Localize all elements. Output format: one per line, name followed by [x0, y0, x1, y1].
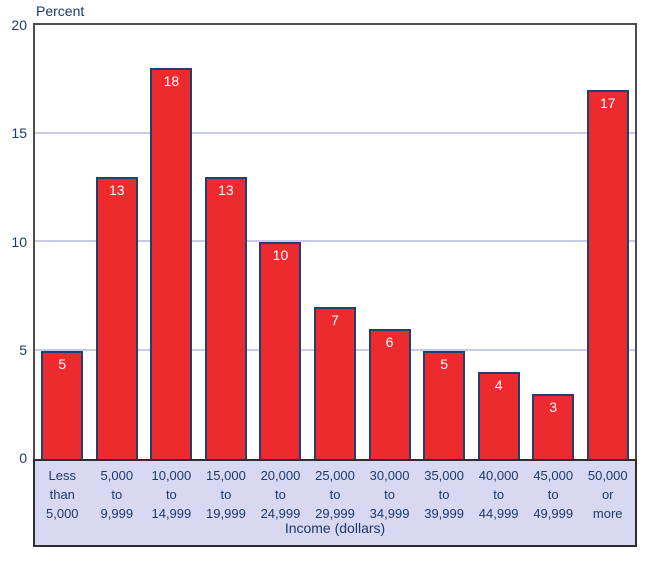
category-label-line: to: [493, 487, 505, 502]
category-label: 50,000 or more: [580, 466, 635, 523]
category-label-line: to: [547, 487, 559, 502]
y-axis-ticks: 20 15 10 5 0: [0, 17, 27, 466]
bar-value-label: 5: [58, 355, 67, 372]
category-label-line: 34,999: [369, 506, 410, 521]
bar-value-label: 6: [385, 333, 394, 350]
x-axis-panel: Less than 5,000 5,000 to 9,999 10,000 to 14,999 1…: [33, 459, 637, 547]
category-label-line: 29,999: [315, 506, 355, 521]
y-tick-label: 5: [19, 341, 27, 358]
category-label: Less than 5,000: [35, 466, 90, 523]
category-label-line: 35,000: [424, 468, 464, 483]
category-label-line: 24,999: [260, 506, 301, 521]
category-label-line: to: [275, 487, 286, 502]
category-label-line: to: [111, 487, 123, 502]
category-label-line: to: [384, 487, 395, 502]
category-label-line: more: [592, 506, 623, 521]
category-label-line: to: [220, 487, 232, 502]
bar-value-label: 18: [163, 73, 180, 90]
bar-10,000 to 14,999: 18: [150, 68, 193, 459]
category-label-line: Less: [48, 468, 76, 483]
bar-column: 13: [199, 25, 254, 459]
bar-column: 6: [362, 25, 417, 459]
bar-value-label: 7: [331, 312, 339, 329]
category-label-line: 14,999: [151, 506, 192, 521]
y-tick-label: 0: [19, 450, 27, 466]
bar-column: 10: [253, 25, 308, 459]
category-labels: Less than 5,000 5,000 to 9,999 10,000 to 14,999 1…: [35, 466, 635, 523]
bar-column: 5: [35, 25, 90, 459]
bar-value-label: 17: [599, 95, 616, 112]
x-axis-title: Income (dollars): [284, 520, 386, 536]
y-tick-label: 15: [11, 125, 27, 142]
bar-50,000 or more: 17: [586, 90, 629, 459]
category-label: 40,000 to 44,999: [471, 466, 526, 523]
category-label-line: 9,999: [100, 506, 134, 521]
category-label: 30,000 to 34,999: [362, 466, 417, 523]
category-label-line: 50,000: [587, 468, 628, 483]
bar-45,000 to 49,999: 3: [532, 393, 575, 459]
plot-inner: 5 13 18 13 10 7 6 5 4 3 17: [35, 25, 635, 459]
bar-column: 5: [417, 25, 472, 459]
category-label-line: 44,999: [478, 506, 519, 521]
bar-15,000 to 19,999: 13: [204, 176, 247, 459]
category-label-line: 39,999: [424, 506, 464, 521]
bar-column: 7: [308, 25, 363, 459]
bar-column: 17: [580, 25, 635, 459]
category-label-line: than: [49, 487, 75, 502]
y-tick-label: 10: [11, 233, 27, 250]
category-label-line: to: [329, 487, 341, 502]
bar-value-label: 10: [272, 247, 289, 263]
category-label-line: 10,000: [151, 468, 192, 483]
bar-20,000 to 24,999: 10: [259, 242, 302, 459]
category-label-line: 5,000: [46, 506, 79, 521]
category-label: 35,000 to 39,999: [417, 466, 472, 523]
bar-35,000 to 39,999: 5: [423, 350, 466, 459]
bar-value-label: 4: [494, 377, 503, 394]
bar-30,000 to 34,999: 6: [368, 328, 411, 459]
bar-40,000 to 44,999: 4: [477, 372, 520, 459]
bar-column: 13: [90, 25, 145, 459]
category-label-line: or: [601, 487, 614, 502]
category-label-line: 30,000: [369, 468, 410, 483]
category-label-line: 19,999: [206, 506, 246, 521]
category-label-line: 49,999: [533, 506, 574, 521]
bar-value-label: 13: [218, 181, 234, 198]
category-label-line: 15,000: [206, 468, 246, 483]
category-label-line: to: [438, 487, 450, 502]
bar-value-label: 13: [109, 181, 125, 198]
bars: 5 13 18 13 10 7 6 5 4 3 17: [35, 25, 635, 459]
category-label-line: 40,000: [478, 468, 519, 483]
plot-area: 5 13 18 13 10 7 6 5 4 3 17: [33, 23, 637, 459]
y-tick-label: 20: [11, 17, 27, 33]
category-label: 15,000 to 19,999: [199, 466, 254, 523]
category-label-line: 25,000: [315, 468, 355, 483]
bar-Less than 5,000: 5: [41, 350, 84, 459]
bar-25,000 to 29,999: 7: [314, 307, 356, 459]
category-label-line: 5,000: [100, 468, 134, 483]
bar-5,000 to 9,999: 13: [95, 176, 138, 459]
gridline: [35, 131, 635, 134]
bar-column: 18: [144, 25, 199, 459]
category-label: 45,000 to 49,999: [526, 466, 581, 523]
category-label: 25,000 to 29,999: [308, 466, 363, 523]
category-label: 5,000 to 9,999: [90, 466, 145, 523]
category-label-line: 20,000: [260, 468, 301, 483]
bar-value-label: 5: [440, 355, 448, 372]
category-label-line: to: [165, 487, 177, 502]
category-label-line: 45,000: [533, 468, 574, 483]
category-label: 10,000 to 14,999: [144, 466, 199, 523]
bar-value-label: 3: [549, 398, 558, 415]
bar-column: 4: [471, 25, 526, 459]
y-axis-title: Percent: [36, 3, 85, 19]
bar-column: 3: [526, 25, 581, 459]
gridline: [35, 240, 635, 242]
category-label: 20,000 to 24,999: [253, 466, 308, 523]
